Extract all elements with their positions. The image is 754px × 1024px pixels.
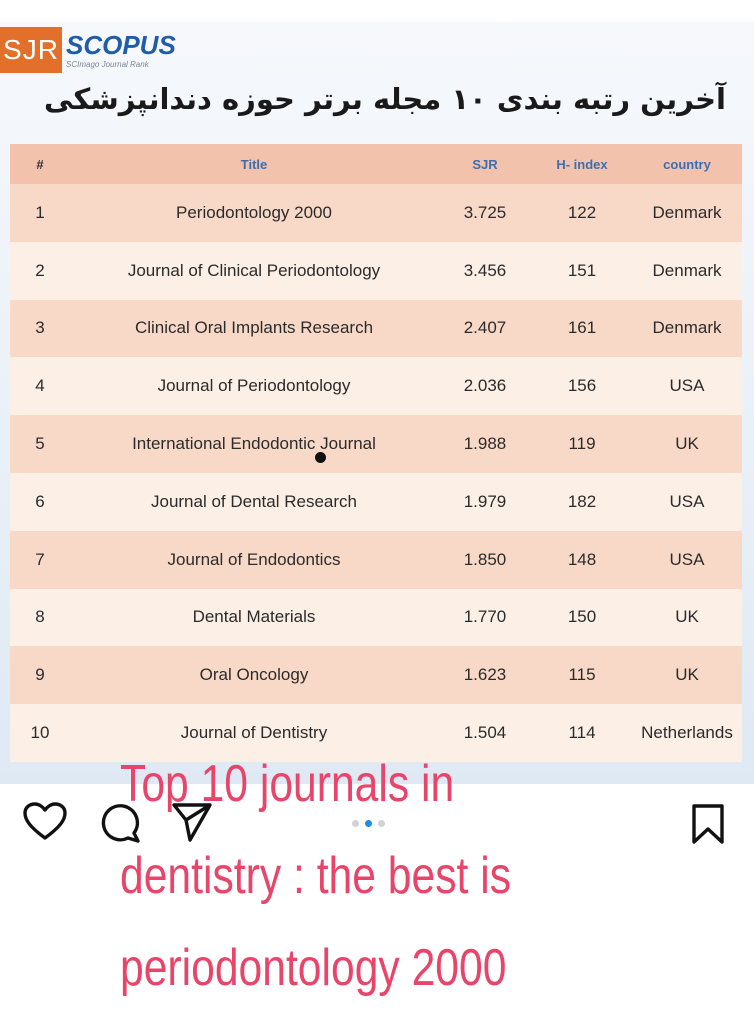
- scopus-logo: SCOPUS SCImago Journal Rank: [66, 32, 176, 69]
- row-title: Clinical Oral Implants Research: [134, 318, 374, 338]
- row-h-index: 150: [567, 607, 597, 627]
- post-action-bar: [0, 796, 754, 856]
- share-icon[interactable]: [170, 800, 214, 849]
- row-sjr: 1.623: [463, 665, 507, 685]
- table-row: 3 Clinical Oral Implants Research 2.407 …: [10, 299, 742, 358]
- cursor-dot: [315, 452, 326, 463]
- row-country: Denmark: [652, 202, 722, 222]
- row-num: 1: [35, 202, 45, 222]
- row-country: Netherlands: [641, 723, 733, 743]
- table-header-row: # Title SJR H- index country: [10, 144, 742, 184]
- row-num: 10: [30, 723, 50, 743]
- row-num: 2: [35, 260, 45, 280]
- carousel-indicator: [352, 820, 385, 827]
- row-title: Journal of Periodontology: [157, 376, 351, 396]
- row-h-index: 114: [568, 723, 596, 743]
- header-sjr: SJR: [472, 156, 498, 172]
- row-title: Periodontology 2000: [176, 202, 332, 222]
- scopus-logo-text: SCOPUS: [66, 29, 176, 60]
- row-h-index: 151: [567, 260, 597, 280]
- table-row: 1 Periodontology 2000 3.725 122 Denmark: [10, 184, 742, 242]
- row-country: UK: [675, 607, 699, 627]
- row-h-index: 115: [568, 665, 596, 685]
- row-country: USA: [669, 491, 705, 511]
- logo-row: SJR SCOPUS SCImago Journal Rank: [0, 26, 176, 74]
- row-num: 9: [35, 665, 45, 685]
- scopus-logo-subtitle: SCImago Journal Rank: [66, 59, 149, 69]
- row-sjr: 3.456: [463, 260, 507, 280]
- row-h-index: 122: [567, 202, 597, 222]
- row-sjr: 2.036: [463, 376, 507, 396]
- caption-line: Top 10 journals in: [120, 755, 455, 813]
- row-h-index: 119: [568, 434, 596, 454]
- row-h-index: 182: [567, 491, 597, 511]
- header-title: Title: [240, 156, 268, 172]
- carousel-dot: [352, 820, 359, 827]
- row-sjr: 3.725: [463, 202, 507, 222]
- row-country: Denmark: [652, 318, 722, 338]
- row-sjr: 1.504: [463, 723, 507, 743]
- table-row: 5 International Endodontic Journal 1.988…: [10, 415, 742, 473]
- row-sjr: 2.407: [463, 318, 507, 338]
- row-num: 6: [35, 491, 45, 511]
- row-num: 7: [35, 549, 45, 569]
- row-h-index: 156: [567, 376, 597, 396]
- row-sjr: 1.988: [463, 434, 507, 454]
- row-sjr: 1.979: [463, 491, 507, 511]
- row-h-index: 161: [567, 318, 597, 338]
- carousel-dot: [378, 820, 385, 827]
- row-country: UK: [675, 434, 699, 454]
- row-title: Journal of Dentistry: [180, 723, 328, 743]
- row-title: Journal of Clinical Periodontology: [127, 260, 381, 280]
- row-title: Dental Materials: [192, 607, 316, 627]
- row-title: Journal of Endodontics: [167, 549, 341, 569]
- row-country: USA: [669, 549, 705, 569]
- row-country: UK: [675, 665, 699, 685]
- row-h-index: 148: [567, 549, 597, 569]
- carousel-dot-active: [365, 820, 372, 827]
- row-num: 8: [35, 607, 45, 627]
- row-sjr: 1.850: [463, 549, 507, 569]
- row-num: 3: [35, 318, 45, 338]
- header-country: country: [663, 156, 711, 172]
- header-num: #: [36, 156, 44, 172]
- row-title: Oral Oncology: [199, 665, 309, 685]
- row-num: 5: [35, 434, 45, 454]
- post-image: SJR SCOPUS SCImago Journal Rank آخرین رت…: [0, 0, 754, 784]
- header-h-index: H- index: [556, 156, 608, 172]
- table-row: 8 Dental Materials 1.770 150 UK: [10, 588, 742, 647]
- journal-ranking-table: # Title SJR H- index country 1 Periodont…: [10, 144, 742, 762]
- heart-icon[interactable]: [22, 802, 68, 847]
- overlay-caption: Top 10 journals in dentistry : the best …: [120, 738, 628, 1014]
- row-title: International Endodontic Journal: [132, 434, 376, 454]
- row-num: 4: [35, 376, 45, 396]
- post-heading: آخرین رتبه بندی ۱۰ مجله برتر حوزه دندانپ…: [43, 82, 726, 116]
- caption-line: dentistry : the best is: [120, 847, 512, 905]
- row-sjr: 1.770: [463, 607, 507, 627]
- top-strip: [0, 0, 754, 22]
- sjr-logo: SJR: [0, 27, 62, 73]
- table-row: 10 Journal of Dentistry 1.504 114 Nether…: [10, 704, 742, 762]
- row-title: Journal of Dental Research: [150, 491, 357, 511]
- table-row: 9 Oral Oncology 1.623 115 UK: [10, 646, 742, 705]
- row-country: Denmark: [652, 260, 722, 280]
- table-row: 6 Journal of Dental Research 1.979 182 U…: [10, 472, 742, 531]
- comment-icon[interactable]: [98, 802, 142, 849]
- table-row: 4 Journal of Periodontology 2.036 156 US…: [10, 357, 742, 416]
- table-row: 7 Journal of Endodontics 1.850 148 USA: [10, 530, 742, 589]
- caption-line: periodontology 2000: [120, 939, 507, 997]
- row-country: USA: [669, 376, 705, 396]
- table-row: 2 Journal of Clinical Periodontology 3.4…: [10, 241, 742, 300]
- bookmark-icon[interactable]: [690, 802, 726, 851]
